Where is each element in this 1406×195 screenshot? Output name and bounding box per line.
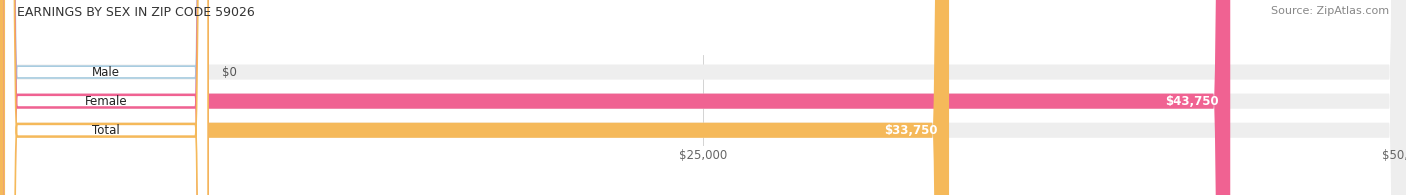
FancyBboxPatch shape (4, 0, 208, 195)
Text: Source: ZipAtlas.com: Source: ZipAtlas.com (1271, 6, 1389, 16)
Text: Total: Total (93, 124, 120, 137)
FancyBboxPatch shape (0, 0, 949, 195)
Text: $43,750: $43,750 (1166, 95, 1219, 108)
Text: $33,750: $33,750 (884, 124, 938, 137)
Text: Male: Male (93, 66, 120, 79)
Text: Female: Female (84, 95, 128, 108)
Text: EARNINGS BY SEX IN ZIP CODE 59026: EARNINGS BY SEX IN ZIP CODE 59026 (17, 6, 254, 19)
Text: $0: $0 (222, 66, 238, 79)
FancyBboxPatch shape (4, 0, 208, 195)
FancyBboxPatch shape (4, 0, 208, 195)
FancyBboxPatch shape (0, 0, 1230, 195)
